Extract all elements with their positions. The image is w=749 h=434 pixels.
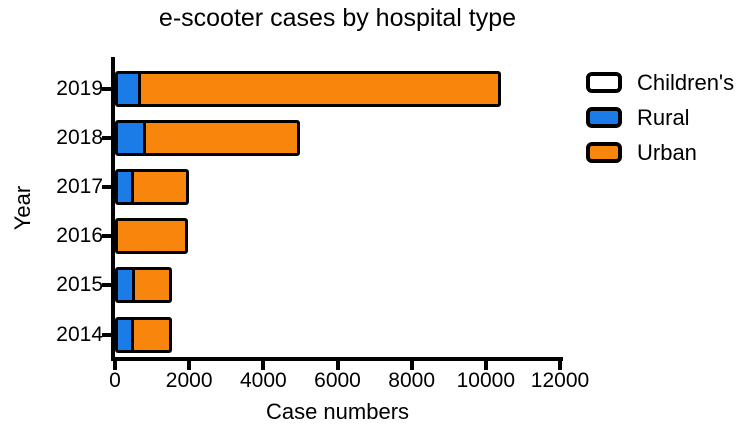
x-tick-mark	[409, 361, 414, 370]
bar-2017	[115, 168, 189, 205]
bar-2018	[115, 119, 301, 156]
bar-segment-urban-2015	[135, 270, 169, 301]
bar-2019	[115, 70, 501, 107]
y-tick-mark	[102, 234, 111, 239]
x-axis-line	[111, 357, 563, 361]
y-tick-label-2018: 2018	[56, 125, 103, 149]
x-tick-label: 4000	[239, 369, 287, 392]
plot-area: 0 2000 4000 6000 8000 10000 12000 2019 2018 2017 2…	[56, 57, 589, 392]
x-axis-title: Case numbers	[265, 399, 410, 424]
y-tick-label-2019: 2019	[56, 76, 103, 100]
y-tick-label-2014: 2014	[56, 322, 103, 346]
legend-swatch-icon	[586, 72, 622, 93]
bar-2015	[115, 267, 172, 304]
bar-segment-rural-2019	[118, 73, 141, 104]
y-tick-label-2017: 2017	[56, 174, 103, 198]
bar-segment-urban-2014	[133, 319, 170, 350]
x-tick-label: 10000	[456, 369, 516, 392]
legend-label: Urban	[637, 139, 697, 165]
x-tick-mark	[187, 361, 192, 370]
legend: Children's Rural Urban	[586, 69, 735, 177]
x-tick-mark	[558, 361, 562, 370]
legend-item-urban: Urban	[586, 139, 734, 165]
x-tick-mark	[483, 361, 488, 370]
y-tick-mark	[102, 86, 111, 91]
x-tick-label: 12000	[530, 369, 590, 392]
bar-segment-rural-2018	[118, 122, 147, 153]
x-tick-label: 8000	[388, 369, 436, 392]
bar-segment-rural-2014	[118, 319, 134, 350]
legend-swatch-icon	[586, 107, 622, 128]
legend-label: Children's	[637, 69, 735, 95]
x-tick-label: 2000	[165, 369, 213, 392]
bar-2016	[115, 218, 189, 255]
y-tick-mark	[102, 332, 111, 337]
x-tick-mark	[261, 361, 266, 370]
x-tick-label: 6000	[314, 369, 361, 392]
legend-swatch-icon	[586, 142, 622, 163]
y-tick-label-2015: 2015	[56, 273, 103, 297]
y-axis-line	[111, 57, 115, 361]
bar-segment-rural-2017	[118, 171, 134, 202]
x-tick-mark	[113, 361, 117, 370]
x-tick-label: 0	[109, 369, 121, 392]
bar-segment-urban-2019	[140, 73, 498, 104]
y-tick-label-2016: 2016	[56, 224, 103, 248]
bar-segment-urban-2017	[133, 171, 186, 202]
y-axis-title: Year	[10, 185, 35, 231]
y-tick-mark	[102, 184, 111, 189]
chart-title: e-scooter cases by hospital type	[158, 4, 517, 32]
legend-item-rural: Rural	[586, 104, 734, 130]
legend-label: Rural	[637, 104, 690, 130]
bar-segment-urban-2016	[118, 221, 186, 252]
bar-segment-urban-2018	[146, 122, 298, 153]
bar-2014	[115, 316, 173, 353]
y-tick-mark	[102, 135, 111, 140]
y-tick-mark	[102, 283, 111, 288]
bar-segment-rural-2015	[118, 270, 136, 301]
legend-item-childrens: Children's	[586, 69, 735, 95]
x-tick-mark	[335, 361, 340, 370]
